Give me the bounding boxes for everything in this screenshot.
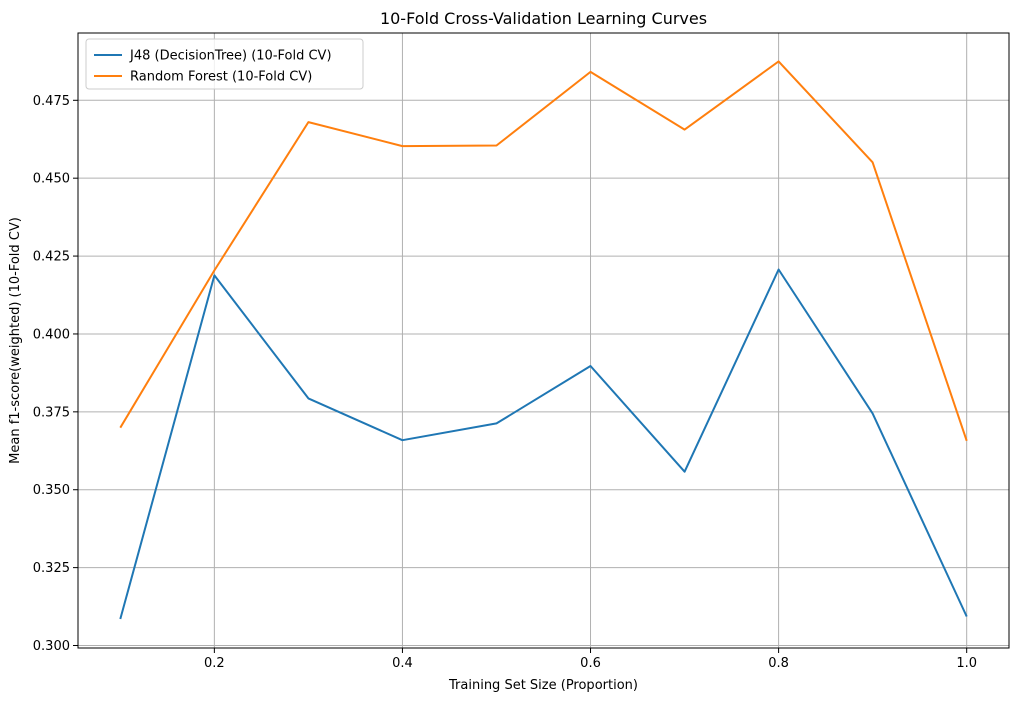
y-tick-label: 0.425 (33, 250, 70, 265)
y-tick-label: 0.400 (33, 327, 70, 342)
x-axis-label: Training Set Size (Proportion) (448, 678, 638, 693)
x-tick-label: 1.0 (956, 656, 977, 671)
plot-frame (77, 32, 1010, 649)
y-tick-label: 0.325 (33, 561, 70, 576)
x-tick-label: 0.4 (392, 656, 413, 671)
y-tick-label: 0.375 (33, 405, 70, 420)
legend-box (85, 38, 364, 90)
y-tick-label: 0.350 (33, 483, 70, 498)
x-tick-label: 0.8 (768, 656, 789, 671)
y-tick-label: 0.300 (33, 639, 70, 654)
tick-layer: 0.2 0.4 0.6 0.8 1.0 0.300 0.325 0.350 0.375 0.400… (33, 94, 977, 671)
legend-label: J48 (DecisionTree) (10-Fold CV) (129, 49, 332, 64)
series-line-j48 (119, 268, 968, 620)
series-layer (119, 60, 968, 620)
x-tick-label: 0.2 (204, 656, 225, 671)
y-tick-label: 0.450 (33, 172, 70, 187)
chart-title: 10-Fold Cross-Validation Learning Curves (380, 9, 707, 28)
y-tick-label: 0.475 (33, 94, 70, 109)
legend-label: Random Forest (10-Fold CV) (130, 70, 312, 85)
legend: J48 (DecisionTree) (10-Fold CV) Random Fo… (85, 38, 364, 90)
grid-layer (78, 33, 1009, 648)
x-tick-label: 0.6 (580, 656, 601, 671)
y-axis-label: Mean f1-score(weighted) (10-Fold CV) (8, 217, 23, 464)
series-line-random-forest (119, 60, 968, 442)
